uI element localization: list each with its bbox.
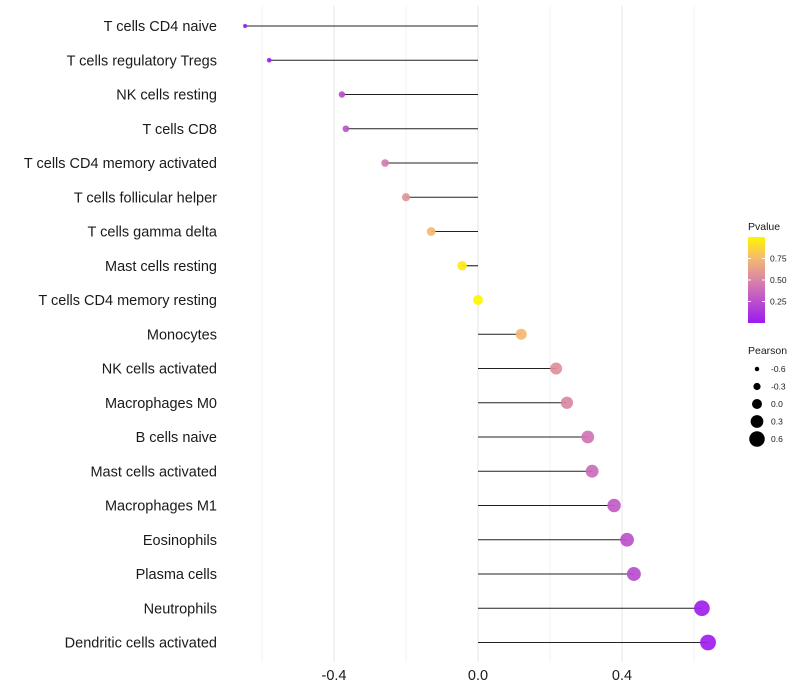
y-axis-label: T cells follicular helper	[74, 190, 217, 206]
lollipop-point	[626, 567, 641, 581]
lollipop-point	[338, 91, 346, 98]
size-legend-key	[749, 431, 765, 447]
y-axis-label: T cells gamma delta	[88, 225, 218, 241]
colorbar-label: 0.75	[770, 254, 787, 264]
y-axis-label: NK cells resting	[116, 88, 217, 104]
size-legend-label: -0.6	[771, 364, 786, 374]
lollipop-point	[585, 464, 599, 478]
pvalue-colorbar	[748, 237, 765, 323]
lollipop-point	[401, 193, 411, 202]
y-axis-label: Macrophages M1	[105, 499, 217, 515]
size-legend-key	[752, 399, 762, 409]
lollipop-point	[550, 362, 563, 375]
y-axis-label: B cells naive	[136, 430, 217, 446]
size-legend-key	[754, 366, 760, 372]
y-axis-label: T cells CD8	[142, 122, 217, 138]
x-tick-label: 0.4	[612, 668, 632, 684]
lollipop-point	[457, 260, 467, 271]
y-axis-label: T cells CD4 memory resting	[38, 293, 217, 309]
size-legend-key	[753, 382, 761, 391]
y-axis-label: Macrophages M0	[105, 396, 217, 412]
x-tick-label: -0.4	[322, 668, 347, 684]
lollipop-point	[694, 600, 710, 617]
x-tick-label: 0.0	[468, 668, 488, 684]
pvalue-legend-title: Pvalue	[748, 221, 780, 233]
y-axis-label: NK cells activated	[102, 362, 217, 378]
pearson-legend: Pearson -0.6 -0.3 0.0 0.3 0.6	[748, 345, 787, 447]
x-axis-ticks: -0.4 0.0 0.4	[322, 668, 633, 684]
colorbar-label: 0.50	[770, 275, 787, 285]
lollipop-point	[581, 430, 595, 444]
lollipop-point	[700, 634, 716, 651]
size-legend-label: 0.0	[771, 399, 783, 409]
y-axis-labels: T cells CD4 naive T cells regulatory Treg…	[24, 19, 218, 652]
y-axis-label: T cells CD4 memory activated	[24, 156, 217, 172]
y-axis-label: T cells regulatory Tregs	[67, 53, 217, 69]
lollipop-point	[381, 159, 389, 167]
y-axis-label: Plasma cells	[136, 567, 217, 583]
pearson-legend-title: Pearson	[748, 345, 787, 357]
y-axis-label: Mast cells resting	[105, 259, 217, 275]
size-legend-label: -0.3	[771, 382, 786, 392]
lollipop-point	[426, 227, 436, 236]
lollipop-stems	[245, 25, 709, 644]
size-legend-key	[750, 415, 764, 428]
lollipop-point	[620, 532, 634, 547]
y-axis-label: Neutrophils	[144, 601, 217, 617]
lollipop-point	[473, 295, 483, 305]
lollipop-point	[607, 498, 621, 513]
pvalue-legend: Pvalue 0.25 0.50 0.75	[748, 221, 787, 323]
lollipop-point	[266, 57, 272, 63]
y-axis-label: Mast cells activated	[90, 464, 217, 480]
y-axis-label: T cells CD4 naive	[104, 19, 217, 35]
size-legend-label: 0.6	[771, 434, 783, 444]
lollipop-point	[560, 396, 574, 409]
lollipop-point	[342, 125, 350, 133]
y-axis-label: Monocytes	[147, 327, 217, 343]
size-legend-label: 0.3	[771, 417, 783, 427]
y-axis-label: Dendritic cells activated	[65, 636, 217, 652]
lollipop-points	[243, 23, 716, 651]
y-axis-label: Eosinophils	[143, 533, 217, 549]
colorbar-label: 0.25	[770, 297, 787, 307]
lollipop-point	[243, 23, 248, 29]
lollipop-point	[515, 328, 527, 340]
